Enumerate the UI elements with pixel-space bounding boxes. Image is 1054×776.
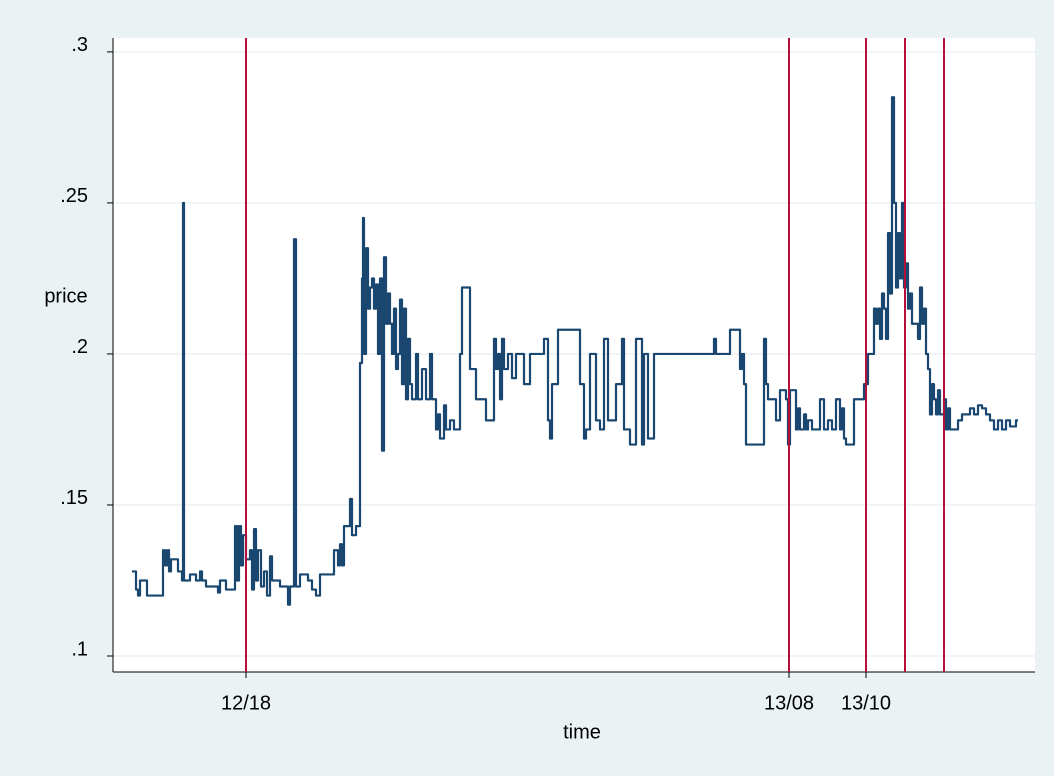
x-tick-label: 13/08 — [764, 692, 814, 714]
y-axis-title: price — [44, 285, 87, 307]
x-tick-label: 13/10 — [841, 692, 891, 714]
y-tick-label: .2 — [71, 336, 88, 358]
x-tick-label: 12/18 — [221, 692, 271, 714]
y-tick-label: .3 — [71, 34, 88, 56]
price-line — [132, 96, 1018, 606]
plot-area — [113, 38, 1035, 672]
y-tick-label: .1 — [71, 638, 88, 660]
y-tick-label: .15 — [60, 487, 88, 509]
x-axis-title: time — [563, 721, 601, 743]
y-tick-label: .25 — [60, 185, 88, 207]
